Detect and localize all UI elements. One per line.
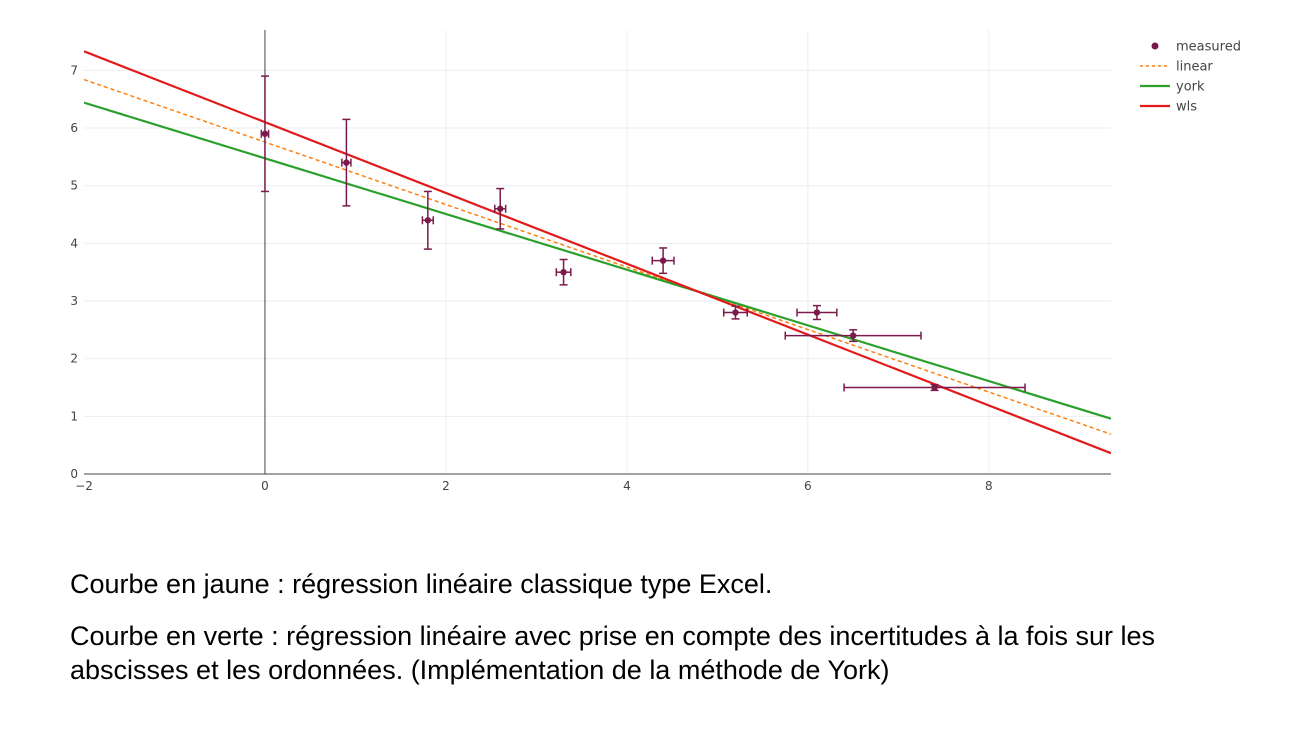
regression-lines bbox=[84, 50, 1111, 455]
caption-york: Courbe en verte : régression linéaire av… bbox=[70, 621, 1156, 685]
y-tick-label: 5 bbox=[70, 179, 78, 193]
x-tick-label: 4 bbox=[623, 479, 631, 493]
legend-item-york: york bbox=[1140, 80, 1205, 95]
x-tick-label: 8 bbox=[985, 479, 993, 493]
point-marker bbox=[261, 130, 269, 137]
point-marker bbox=[424, 217, 432, 224]
measured-point bbox=[421, 190, 435, 250]
point-marker bbox=[497, 205, 504, 212]
measured-point bbox=[494, 187, 507, 230]
line-wls bbox=[84, 50, 1111, 455]
legend-label: linear bbox=[1176, 60, 1213, 75]
legend-item-measured: measured bbox=[1151, 40, 1241, 55]
line-york bbox=[84, 101, 1111, 420]
x-tick-label: 6 bbox=[804, 479, 812, 493]
y-tick-label: 3 bbox=[70, 294, 78, 308]
point-marker bbox=[931, 384, 938, 391]
measured-point bbox=[651, 247, 675, 275]
x-tick-label: −2 bbox=[75, 479, 93, 493]
legend-label: york bbox=[1176, 80, 1205, 95]
legend-item-linear: linear bbox=[1140, 60, 1213, 75]
legend: measured linear york wls bbox=[1140, 40, 1241, 115]
line-linear bbox=[84, 78, 1111, 435]
y-tick-label: 0 bbox=[70, 467, 78, 481]
measured-point bbox=[722, 305, 749, 320]
point-marker bbox=[343, 159, 350, 166]
point-marker bbox=[849, 332, 857, 339]
x-tick-label: 2 bbox=[442, 479, 450, 493]
measured-points bbox=[260, 75, 1026, 392]
measured-point bbox=[341, 118, 352, 207]
y-tick-label: 2 bbox=[70, 352, 78, 366]
measured-point bbox=[796, 304, 838, 321]
x-tick-label: 0 bbox=[261, 479, 269, 493]
legend-item-wls: wls bbox=[1140, 100, 1197, 115]
measured-point bbox=[843, 383, 1026, 392]
measured-point bbox=[260, 75, 270, 193]
point-marker bbox=[732, 309, 739, 316]
y-tick-label: 4 bbox=[70, 236, 78, 250]
legend-label: wls bbox=[1176, 100, 1197, 115]
measured-point bbox=[555, 258, 572, 286]
y-tick-label: 6 bbox=[70, 121, 78, 135]
y-tick-label: 7 bbox=[70, 63, 78, 77]
y-tick-label: 1 bbox=[70, 409, 78, 423]
caption-linear: Courbe en jaune : régression linéaire cl… bbox=[70, 569, 773, 599]
measured-point bbox=[784, 329, 922, 343]
point-marker bbox=[813, 309, 821, 316]
legend-label: measured bbox=[1176, 40, 1241, 55]
grid bbox=[84, 30, 1111, 474]
point-marker bbox=[560, 268, 567, 276]
legend-swatch bbox=[1151, 42, 1159, 50]
point-marker bbox=[659, 257, 667, 264]
